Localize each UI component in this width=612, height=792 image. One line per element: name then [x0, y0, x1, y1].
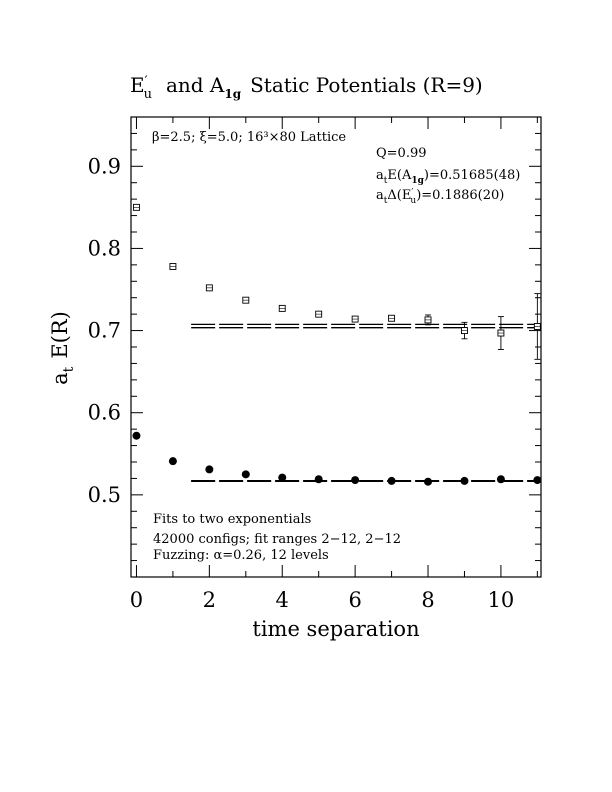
x-axis-title: time separation [252, 617, 419, 641]
fit-lines [191, 323, 541, 483]
x-tick-label: 6 [348, 588, 361, 612]
y-axis-title: at E(R) [48, 311, 77, 385]
note-fuzzing: Fuzzing: α=0.26, 12 levels [153, 548, 329, 563]
a1g-point [132, 431, 141, 440]
a1g-point [241, 470, 250, 479]
title-and: and A [166, 73, 225, 97]
y-axis-a: a [48, 372, 72, 385]
a1g-point [460, 476, 469, 485]
a1g-point [387, 476, 396, 485]
y-tick-label: 0.8 [88, 236, 121, 260]
x-tick-label: 0 [130, 588, 143, 612]
plot-frame [130, 116, 542, 578]
a1g-point [168, 457, 177, 466]
title-a-sub: 1g [224, 87, 241, 101]
a1g-point [424, 477, 433, 486]
fit-eu-annotation: atΔ(E′ u)=0.1886(20) [376, 188, 504, 206]
y-tick-label: 0.5 [88, 483, 121, 507]
title-e-sub: u [144, 87, 152, 102]
y-axis-sub: t [61, 366, 77, 372]
x-tick-label: 2 [203, 588, 216, 612]
a1g-point [496, 475, 505, 484]
a1g-point [278, 473, 287, 482]
y-tick-label: 0.6 [88, 401, 121, 425]
title-e: E [130, 73, 145, 97]
y-axis-rest: E(R) [48, 311, 72, 359]
axis-tick-labels: 0 2 4 6 8 10 0.5 0.6 0.7 0.8 0.9 [88, 154, 515, 612]
note-fits: Fits to two exponentials [153, 512, 311, 527]
chart-title: E′ u and A1g Static Potentials (R=9) [130, 73, 483, 102]
x-tick-label: 10 [488, 588, 515, 612]
q-annotation: Q=0.99 [376, 146, 427, 161]
a1g-point [314, 475, 323, 484]
x-tick-label: 8 [421, 588, 434, 612]
title-e-prime: ′ [145, 74, 148, 89]
x-tick-label: 4 [276, 588, 289, 612]
y-tick-label: 0.7 [88, 319, 121, 343]
lattice-annotation: β=2.5; ξ=5.0; 16³×80 Lattice [152, 130, 346, 145]
title-rest: Static Potentials (R=9) [250, 73, 483, 97]
y-tick-label: 0.9 [88, 154, 121, 178]
fit-a1g-annotation: atE(A1g)=0.51685(48) [376, 168, 520, 186]
data-points [132, 203, 542, 486]
note-configs: 42000 configs; fit ranges 2−12, 2−12 [153, 532, 401, 547]
axis-ticks [131, 116, 541, 578]
a1g-point [351, 476, 360, 485]
a1g-point [205, 465, 214, 474]
a1g-point [533, 476, 542, 485]
